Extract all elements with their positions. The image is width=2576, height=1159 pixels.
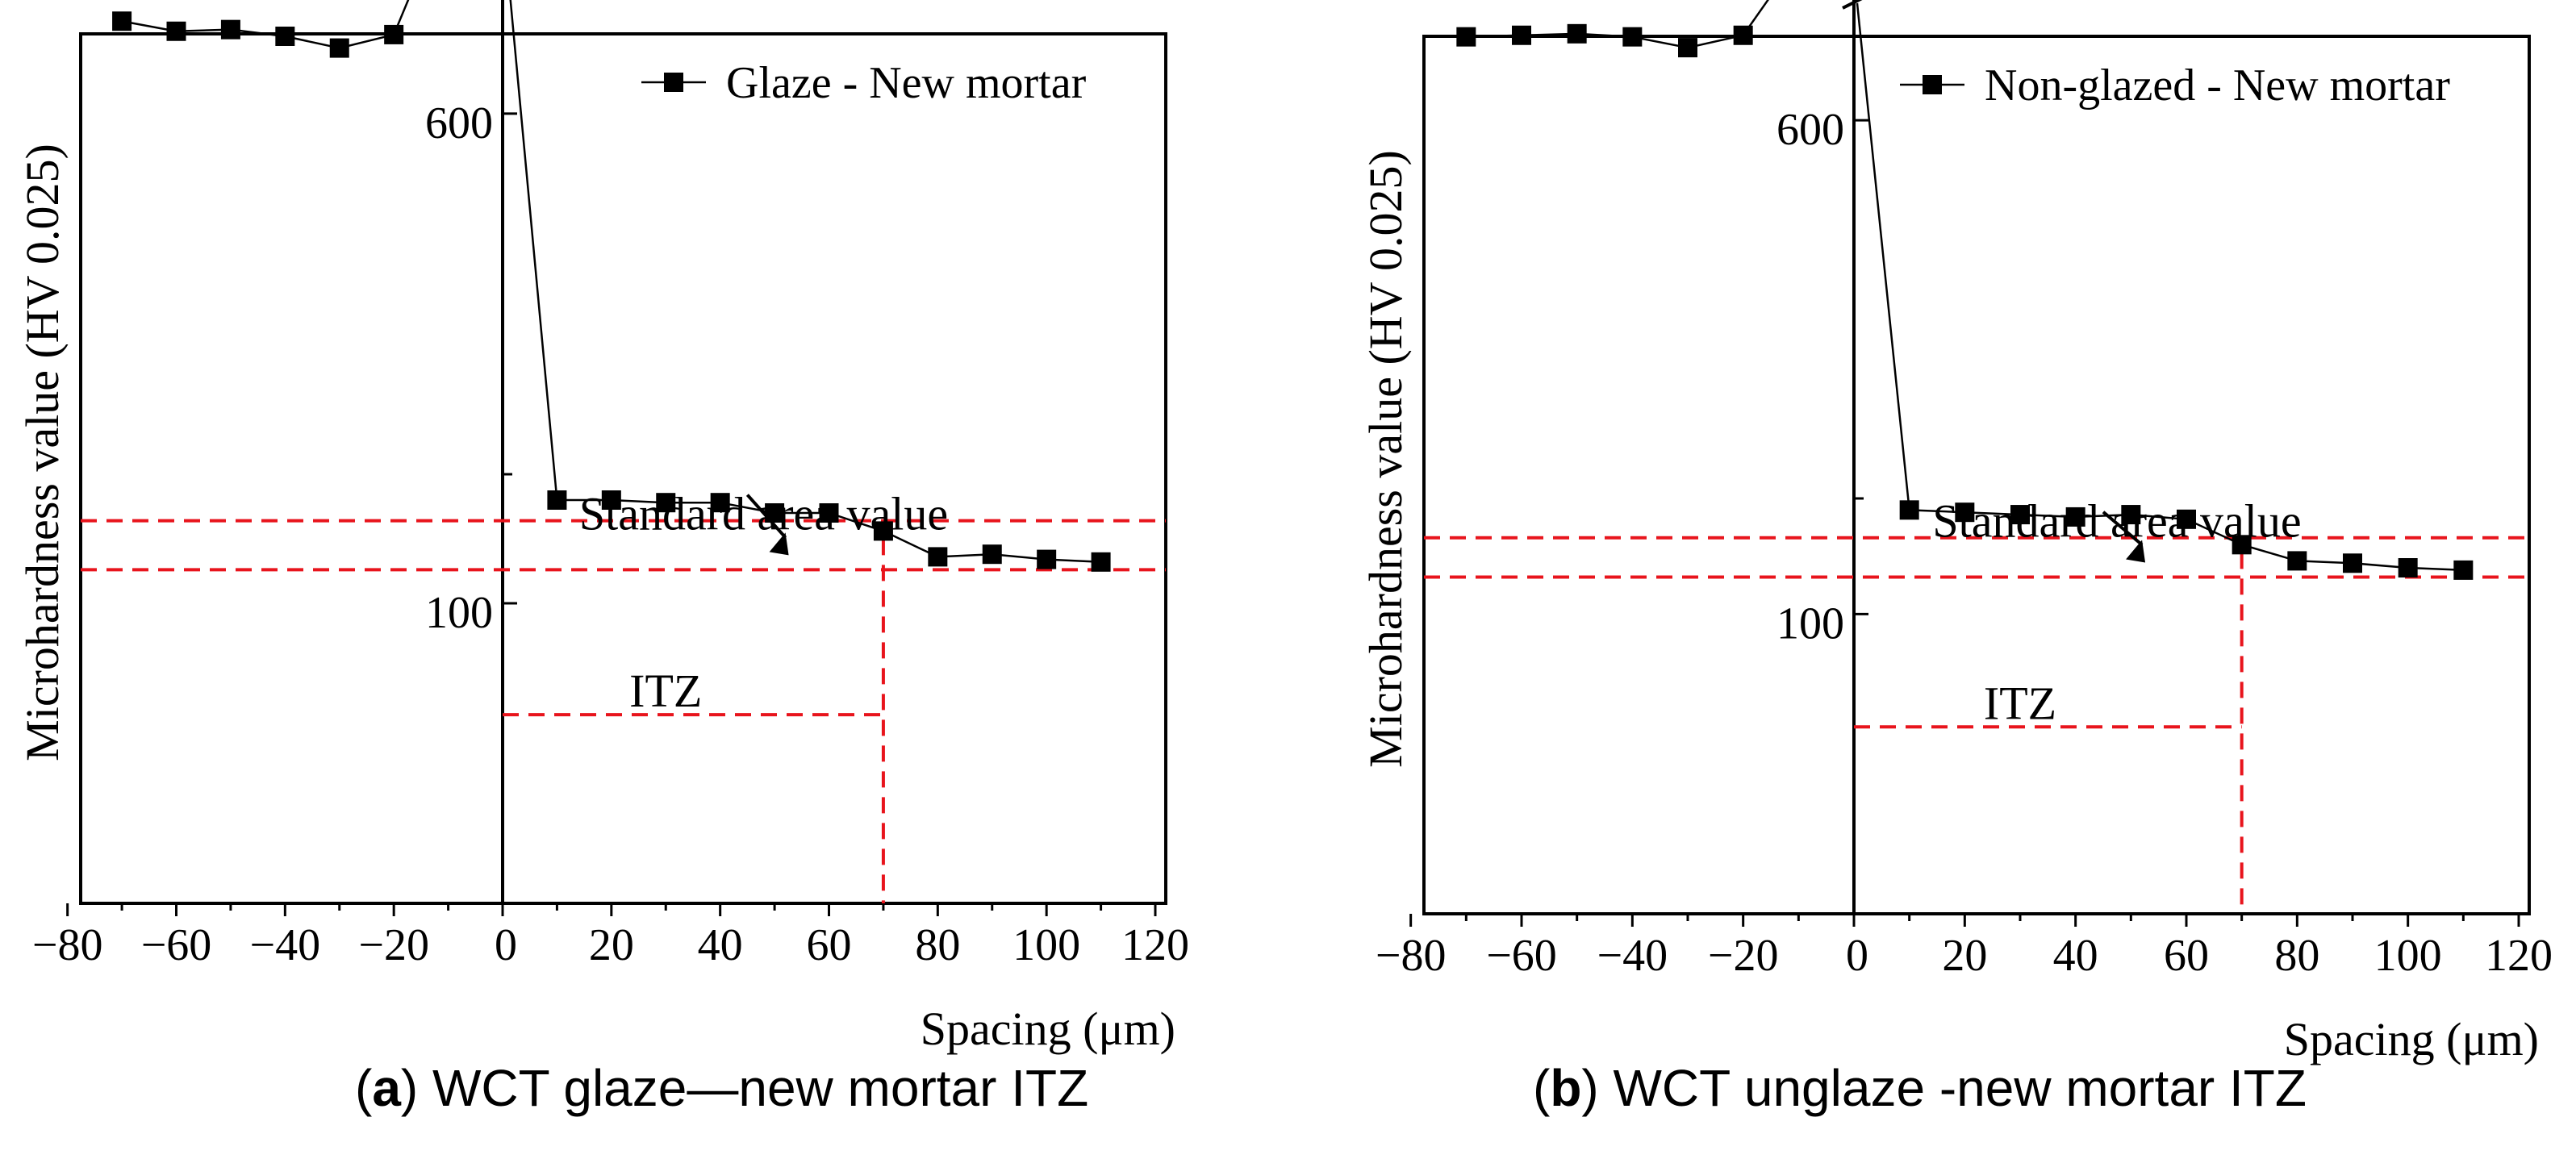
y-tick-label: 600 (425, 98, 493, 148)
x-tick-label: −40 (250, 920, 321, 970)
x-tick-label: 40 (698, 920, 743, 970)
x-tick-label: 20 (589, 920, 634, 970)
caption-a-letter: a (372, 1059, 401, 1117)
data-point (2343, 553, 2362, 573)
chart-panel-a: 600 100 −80 −60 −40 −20 0 20 40 60 80 100 120 Spacing… (16, 0, 1189, 1055)
legend-label: Non-glazed - New mortar (1985, 60, 2450, 110)
data-point (275, 27, 295, 46)
data-point (1512, 25, 1531, 45)
data-point (2398, 558, 2418, 577)
data-point (2121, 505, 2141, 525)
data-point (1622, 27, 1643, 47)
x-axis-label: Spacing (μm) (2284, 1013, 2539, 1065)
data-point (220, 19, 240, 40)
legend-marker (664, 73, 683, 92)
caption-a: (a) WCT glaze—new mortar ITZ (355, 1059, 1089, 1117)
caption-a-text: WCT glaze—new mortar ITZ (432, 1059, 1089, 1117)
x-tick-label: 0 (495, 920, 517, 970)
data-point (1037, 549, 1057, 569)
x-tick-label: −20 (358, 920, 429, 970)
data-point (112, 11, 132, 31)
x-tick-label: −60 (141, 920, 212, 970)
data-point (765, 503, 785, 523)
data-point (982, 544, 1002, 565)
annotation-arrowhead (2126, 540, 2146, 563)
annotation-arrow (2102, 511, 2144, 546)
data-point (656, 493, 676, 513)
data-point (1456, 27, 1476, 47)
chart-panel-b: 600 100 −80 −60 −40 −20 0 20 40 60 80 100 120 Spacing… (1359, 0, 2553, 1065)
data-point (1733, 25, 1753, 45)
itz-label: ITZ (629, 665, 702, 717)
data-point (2010, 505, 2030, 525)
x-tick-label: −20 (1708, 931, 1779, 981)
data-point (601, 490, 621, 510)
data-point (1567, 23, 1587, 44)
legend-marker (1923, 75, 1942, 94)
caption-b: (b) WCT unglaze -new mortar ITZ (1533, 1059, 2307, 1117)
x-tick-label: 0 (1846, 931, 1868, 981)
axis-break-mark (1842, 0, 1863, 10)
legend-label: Glaze - New mortar (726, 58, 1087, 108)
data-point (1899, 500, 1919, 520)
data-point (2065, 507, 2085, 527)
data-point (1955, 502, 1975, 523)
data-point (819, 503, 839, 523)
data-point (2177, 509, 2196, 529)
data-point (384, 24, 404, 44)
caption-b-text: WCT unglaze -new mortar ITZ (1613, 1059, 2307, 1117)
x-tick-label: 120 (2485, 931, 2553, 981)
x-tick-label: 100 (1012, 920, 1080, 970)
data-point (2453, 560, 2474, 580)
y-tick-label: 100 (425, 588, 493, 638)
x-tick-label: 120 (1121, 920, 1189, 970)
x-tick-label: 40 (2053, 931, 2098, 981)
data-point (1091, 552, 1111, 572)
x-tick-label: −60 (1486, 931, 1557, 981)
x-axis-label: Spacing (μm) (921, 1003, 1175, 1055)
x-tick-label: −80 (32, 920, 103, 970)
series-line (1856, 2, 1910, 511)
data-point (1678, 38, 1697, 58)
data-point (329, 38, 349, 58)
data-point (2232, 535, 2252, 555)
data-point (873, 521, 893, 541)
x-tick-label: 80 (2274, 931, 2319, 981)
data-point (928, 547, 948, 567)
data-point (547, 490, 567, 510)
plot-frame (1422, 35, 2531, 915)
x-tick-label: 100 (2374, 931, 2442, 981)
y-axis-label: Microhardness value (HV 0.025) (16, 144, 69, 761)
x-tick-label: 20 (1942, 931, 1987, 981)
x-tick-label: 60 (2164, 931, 2209, 981)
series-line (509, 0, 558, 501)
y-tick-label: 600 (1776, 105, 1844, 155)
x-tick-label: 80 (915, 920, 960, 970)
y-tick-label: 100 (1776, 598, 1844, 648)
itz-label: ITZ (1984, 677, 2056, 729)
annotation-arrowhead (769, 532, 789, 556)
plot-frame (79, 32, 1167, 905)
caption-b-letter: b (1550, 1059, 1582, 1117)
data-point (166, 21, 186, 41)
data-point (710, 493, 730, 513)
x-tick-label: −40 (1597, 931, 1668, 981)
data-point (2287, 551, 2307, 571)
x-tick-label: 60 (807, 920, 852, 970)
x-tick-label: −80 (1376, 931, 1447, 981)
y-axis-label: Microhardness value (HV 0.025) (1359, 150, 1412, 768)
